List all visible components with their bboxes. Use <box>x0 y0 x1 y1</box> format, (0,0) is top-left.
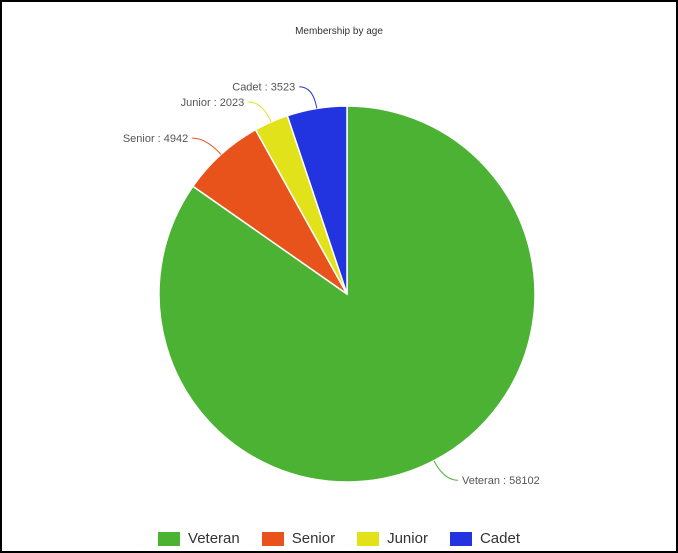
leader-line-senior <box>192 137 222 155</box>
data-label-cadet: Cadet : 3523 <box>232 82 295 94</box>
leader-line-cadet <box>299 86 318 109</box>
chart-legend: Veteran Senior Junior Cadet <box>2 530 676 547</box>
pie-slice-cadet[interactable] <box>286 105 348 295</box>
legend-label-veteran: Veteran <box>188 530 240 547</box>
legend-item-junior[interactable]: Junior <box>357 530 428 547</box>
legend-item-senior[interactable]: Senior <box>261 530 336 547</box>
legend-item-cadet[interactable]: Cadet <box>449 530 520 547</box>
leader-line-veteran <box>433 460 459 481</box>
legend-swatch-junior <box>357 531 380 546</box>
data-label-senior: Senior : 4942 <box>123 133 188 145</box>
chart-title: Membership by age <box>295 26 383 37</box>
legend-label-cadet: Cadet <box>479 530 520 547</box>
legend-swatch-senior <box>261 531 284 546</box>
legend-item-veteran[interactable]: Veteran <box>158 530 240 547</box>
legend-label-junior: Junior <box>387 530 428 547</box>
data-label-junior: Junior : 2023 <box>181 97 245 109</box>
data-label-veteran: Veteran : 58102 <box>462 475 540 487</box>
legend-swatch-cadet <box>449 531 472 546</box>
leader-line-junior <box>248 101 272 123</box>
legend-swatch-veteran <box>158 531 181 546</box>
legend-label-senior: Senior <box>291 530 336 547</box>
